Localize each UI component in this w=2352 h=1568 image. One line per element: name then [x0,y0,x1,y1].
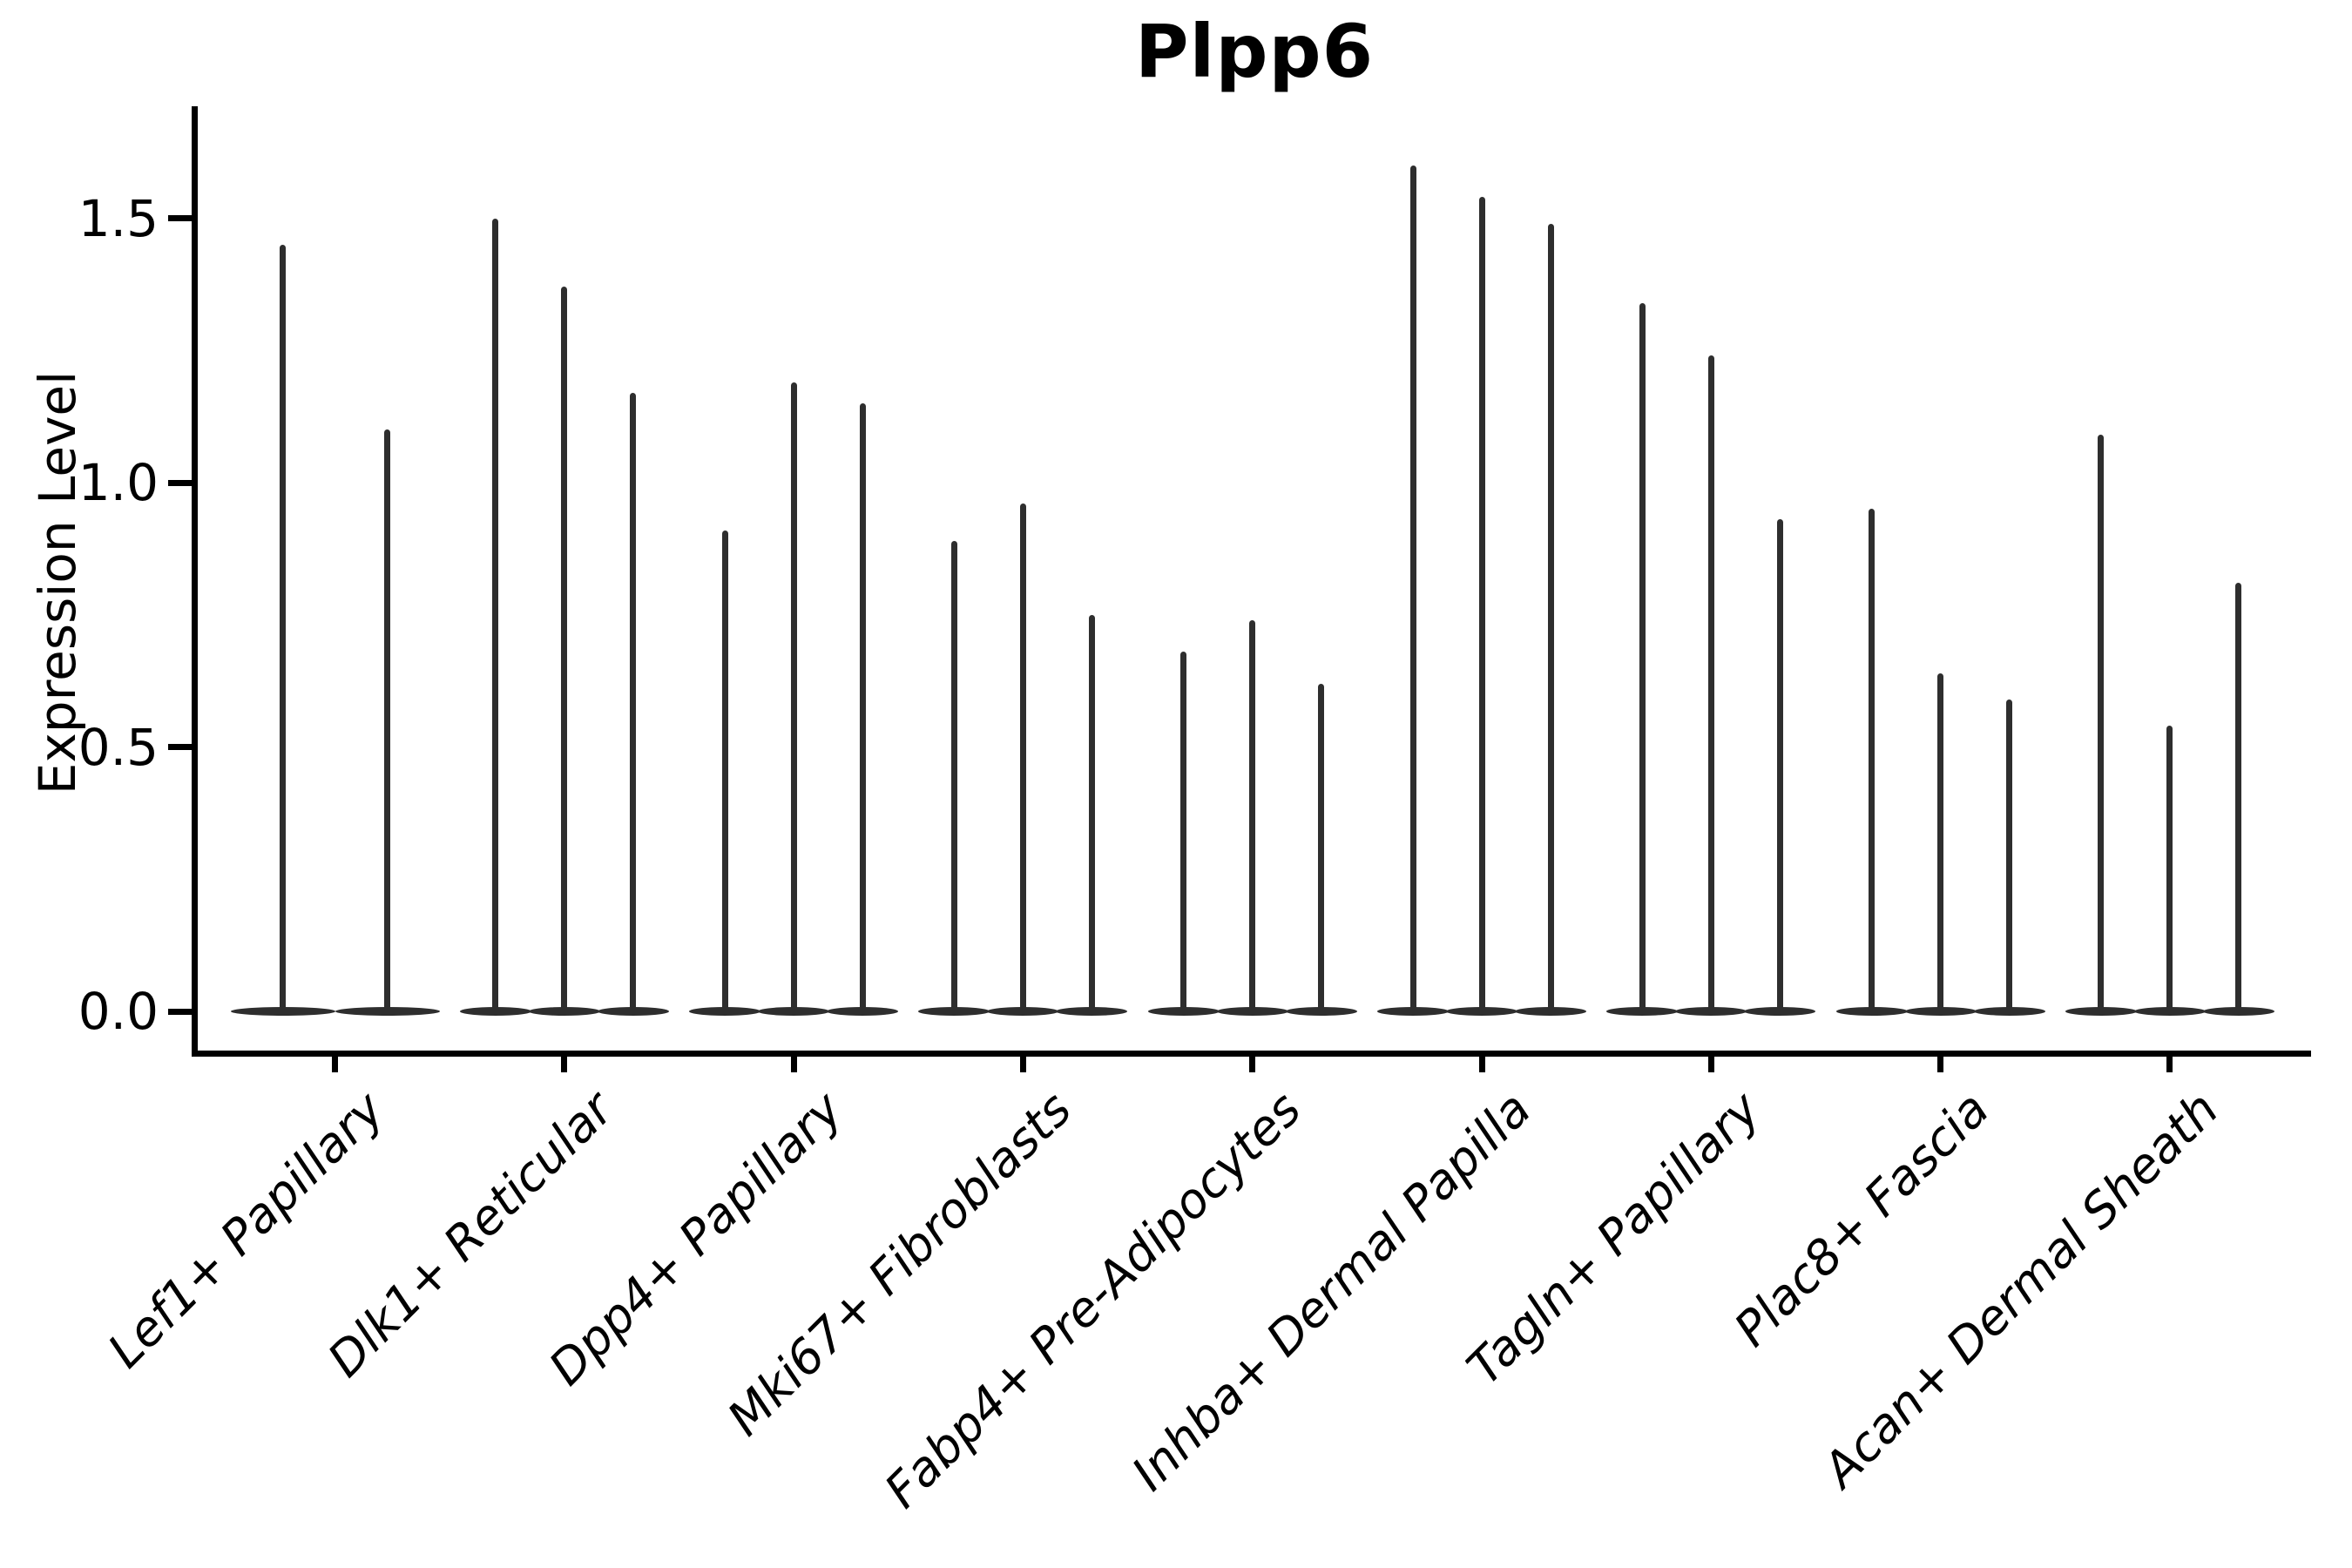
violin-spike [561,287,568,1011]
violin-spike [280,244,286,1011]
x-tick-mark [332,1057,338,1072]
violin-body [459,1007,531,1016]
violin-spike [1639,302,1646,1011]
x-tick-mark [2166,1057,2173,1072]
violin-body [230,1007,335,1016]
violin-body [758,1007,830,1016]
violin-body [987,1007,1059,1016]
violin-spike [859,402,866,1011]
x-tick-mark [561,1057,568,1072]
chart-title: Plpp6 [1134,9,1375,94]
x-tick-mark [1937,1057,1944,1072]
violin-spike [1019,504,1026,1011]
violin-spike [2235,583,2242,1011]
violin-spike [2166,726,2173,1011]
violin-spike [1088,614,1095,1011]
x-tick-mark [790,1057,797,1072]
violin-spike [1776,519,1783,1011]
violin-spike [1707,355,1714,1011]
violin-body [1973,1007,2045,1016]
violin-body [1675,1007,1747,1016]
x-tick-mark [1249,1057,1256,1072]
violin-body [1606,1007,1679,1016]
violin-spike [1249,619,1256,1011]
violin-body [1147,1007,1220,1016]
violin-spike [2098,435,2105,1011]
violin-spike [721,530,728,1011]
violin-body [1285,1007,1357,1016]
violin-body [597,1007,669,1016]
violin-spike [1937,672,1944,1011]
violin-body [689,1007,761,1016]
y-tick-label: 1.5 [78,188,159,248]
violin-spike [950,540,957,1011]
violin-spike [630,392,637,1011]
x-tick-label: Acan+ Dermal Sheath [1812,1080,2230,1498]
violin-spike [1318,683,1325,1011]
y-tick-label: 0.5 [78,717,159,777]
violin-body [918,1007,990,1016]
violin-body [1056,1007,1128,1016]
y-tick-mark [168,744,192,750]
violin-body [2065,1007,2137,1016]
violin-spike [1409,165,1416,1011]
violin-body [1216,1007,1288,1016]
violin-body [1377,1007,1449,1016]
y-tick-label: 0.0 [78,982,159,1041]
violin-body [2133,1007,2206,1016]
violin-spike [2006,699,2013,1011]
x-tick-label: Inhba+ Dermal Papilla [1120,1080,1542,1502]
violin-spike [492,218,499,1011]
violin-body [1446,1007,1517,1016]
violin-body [1515,1007,1586,1016]
violin-body [2202,1007,2274,1016]
y-axis-spine [192,106,198,1057]
y-tick-mark [168,1008,192,1015]
violin-body [528,1007,600,1016]
y-tick-mark [168,215,192,221]
violin-body [1744,1007,1816,1016]
violin-spike [790,382,797,1011]
violin-spike [1180,652,1187,1011]
x-tick-mark [1478,1057,1485,1072]
x-tick-mark [1019,1057,1026,1072]
violin-body [335,1007,440,1016]
violin-spike [1869,509,1876,1011]
x-tick-label: Fabp4+ Pre-Adipocytes [874,1080,1312,1519]
y-axis-label: Expression Level [28,370,87,795]
x-tick-mark [1707,1057,1714,1072]
violin-body [827,1007,899,1016]
violin-body [1835,1007,1908,1016]
y-tick-mark [168,479,192,486]
y-tick-label: 1.0 [78,453,159,512]
violin-body [1904,1007,1977,1016]
violin-spike [1547,223,1554,1011]
violin-spike [384,429,390,1011]
violin-spike [1478,197,1485,1011]
x-axis-spine [192,1051,2311,1057]
